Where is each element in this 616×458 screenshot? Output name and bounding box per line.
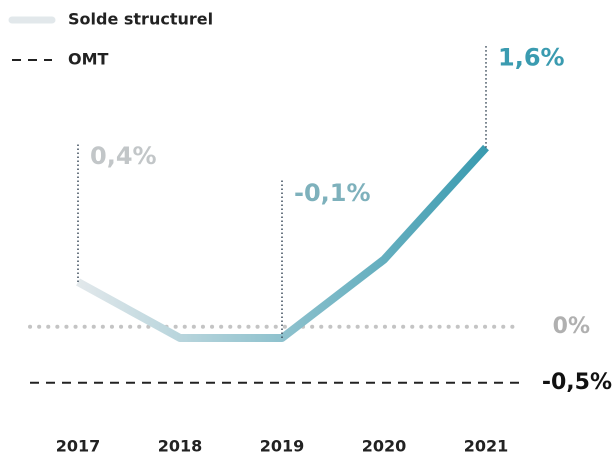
reference-label: 0% (553, 314, 590, 339)
value-label: 1,6% (498, 44, 565, 72)
x-tick-label: 2020 (362, 437, 407, 456)
x-tick-label: 2018 (158, 437, 203, 456)
legend-label: Solde structurel (68, 10, 213, 29)
x-tick-label: 2019 (260, 437, 305, 456)
x-tick-label: 2021 (464, 437, 509, 456)
x-tick-label: 2017 (56, 437, 101, 456)
value-label: -0,1% (294, 179, 371, 207)
value-label: 0,4% (90, 142, 157, 170)
reference-label: -0,5% (542, 370, 612, 395)
legend-label: OMT (68, 50, 109, 69)
